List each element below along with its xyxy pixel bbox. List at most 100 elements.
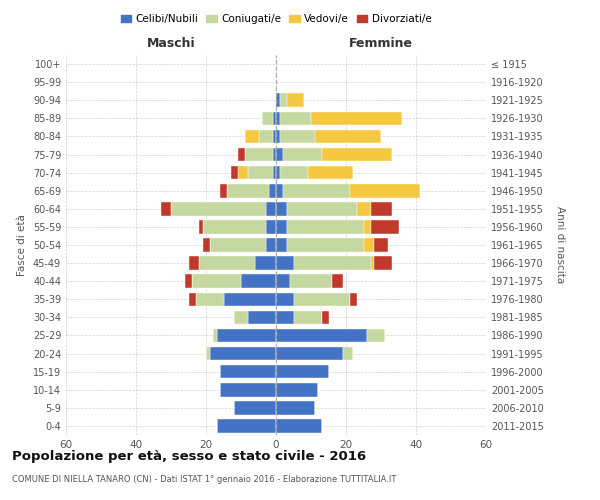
Bar bbox=[276, 202, 287, 215]
Bar bbox=[223, 292, 276, 306]
Bar bbox=[188, 292, 196, 306]
Bar bbox=[371, 256, 374, 270]
Bar bbox=[371, 202, 392, 215]
Bar bbox=[322, 310, 329, 324]
Text: Maschi: Maschi bbox=[146, 36, 196, 50]
Bar bbox=[356, 202, 371, 215]
Bar bbox=[199, 256, 255, 270]
Bar bbox=[276, 238, 287, 252]
Y-axis label: Fasce di età: Fasce di età bbox=[17, 214, 27, 276]
Bar bbox=[311, 112, 402, 125]
Bar bbox=[227, 184, 269, 198]
Bar bbox=[276, 220, 287, 234]
Text: COMUNE DI NIELLA TANARO (CN) - Dati ISTAT 1° gennaio 2016 - Elaborazione TUTTITA: COMUNE DI NIELLA TANARO (CN) - Dati ISTA… bbox=[12, 475, 397, 484]
Bar bbox=[276, 184, 283, 198]
Bar bbox=[269, 184, 276, 198]
Bar bbox=[322, 148, 392, 162]
Y-axis label: Anni di nascita: Anni di nascita bbox=[555, 206, 565, 284]
Bar bbox=[238, 148, 245, 162]
Bar bbox=[276, 148, 283, 162]
Bar bbox=[217, 419, 276, 432]
Bar bbox=[276, 130, 280, 143]
Bar bbox=[364, 238, 374, 252]
Text: Femmine: Femmine bbox=[349, 36, 413, 50]
Bar bbox=[367, 328, 385, 342]
Bar bbox=[265, 220, 276, 234]
Bar bbox=[283, 148, 322, 162]
Bar bbox=[280, 130, 314, 143]
Bar bbox=[280, 112, 311, 125]
Bar bbox=[276, 112, 280, 125]
Bar bbox=[293, 256, 371, 270]
Bar bbox=[245, 148, 272, 162]
Bar bbox=[234, 310, 248, 324]
Bar bbox=[276, 328, 367, 342]
Legend: Celibi/Nubili, Coniugati/e, Vedovi/e, Divorziati/e: Celibi/Nubili, Coniugati/e, Vedovi/e, Di… bbox=[116, 10, 436, 29]
Bar bbox=[241, 274, 276, 288]
Bar bbox=[343, 347, 353, 360]
Bar bbox=[290, 274, 332, 288]
Bar bbox=[276, 292, 293, 306]
Bar bbox=[272, 148, 276, 162]
Bar bbox=[287, 94, 304, 107]
Bar bbox=[276, 256, 293, 270]
Bar bbox=[276, 274, 290, 288]
Bar bbox=[265, 202, 276, 215]
Bar bbox=[259, 130, 272, 143]
Bar bbox=[276, 310, 293, 324]
Bar bbox=[220, 184, 227, 198]
Bar bbox=[332, 274, 343, 288]
Bar bbox=[287, 220, 364, 234]
Bar bbox=[280, 166, 308, 179]
Bar bbox=[272, 166, 276, 179]
Bar bbox=[206, 347, 209, 360]
Bar bbox=[287, 202, 356, 215]
Bar bbox=[248, 166, 272, 179]
Bar bbox=[213, 328, 217, 342]
Bar bbox=[255, 256, 276, 270]
Bar bbox=[248, 310, 276, 324]
Bar bbox=[220, 383, 276, 396]
Bar bbox=[283, 184, 349, 198]
Bar bbox=[371, 220, 398, 234]
Bar bbox=[276, 365, 329, 378]
Bar bbox=[308, 166, 353, 179]
Bar bbox=[199, 220, 203, 234]
Bar bbox=[349, 184, 419, 198]
Bar bbox=[203, 220, 265, 234]
Bar bbox=[293, 310, 322, 324]
Bar bbox=[185, 274, 192, 288]
Bar bbox=[188, 256, 199, 270]
Bar bbox=[161, 202, 171, 215]
Bar bbox=[287, 238, 364, 252]
Bar bbox=[245, 130, 259, 143]
Bar bbox=[374, 256, 392, 270]
Bar bbox=[209, 238, 265, 252]
Bar bbox=[265, 238, 276, 252]
Bar bbox=[293, 292, 349, 306]
Bar bbox=[276, 94, 280, 107]
Bar bbox=[238, 166, 248, 179]
Bar bbox=[234, 401, 276, 414]
Bar bbox=[364, 220, 371, 234]
Bar bbox=[314, 130, 381, 143]
Bar bbox=[192, 274, 241, 288]
Bar bbox=[196, 292, 223, 306]
Bar bbox=[276, 401, 314, 414]
Bar bbox=[276, 166, 280, 179]
Bar bbox=[276, 347, 343, 360]
Bar bbox=[276, 419, 322, 432]
Bar bbox=[272, 112, 276, 125]
Bar bbox=[203, 238, 209, 252]
Bar bbox=[280, 94, 287, 107]
Text: Popolazione per età, sesso e stato civile - 2016: Popolazione per età, sesso e stato civil… bbox=[12, 450, 366, 463]
Bar bbox=[171, 202, 265, 215]
Bar bbox=[209, 347, 276, 360]
Bar bbox=[217, 328, 276, 342]
Bar bbox=[349, 292, 356, 306]
Bar bbox=[230, 166, 238, 179]
Bar bbox=[272, 130, 276, 143]
Bar bbox=[262, 112, 272, 125]
Bar bbox=[374, 238, 388, 252]
Bar bbox=[220, 365, 276, 378]
